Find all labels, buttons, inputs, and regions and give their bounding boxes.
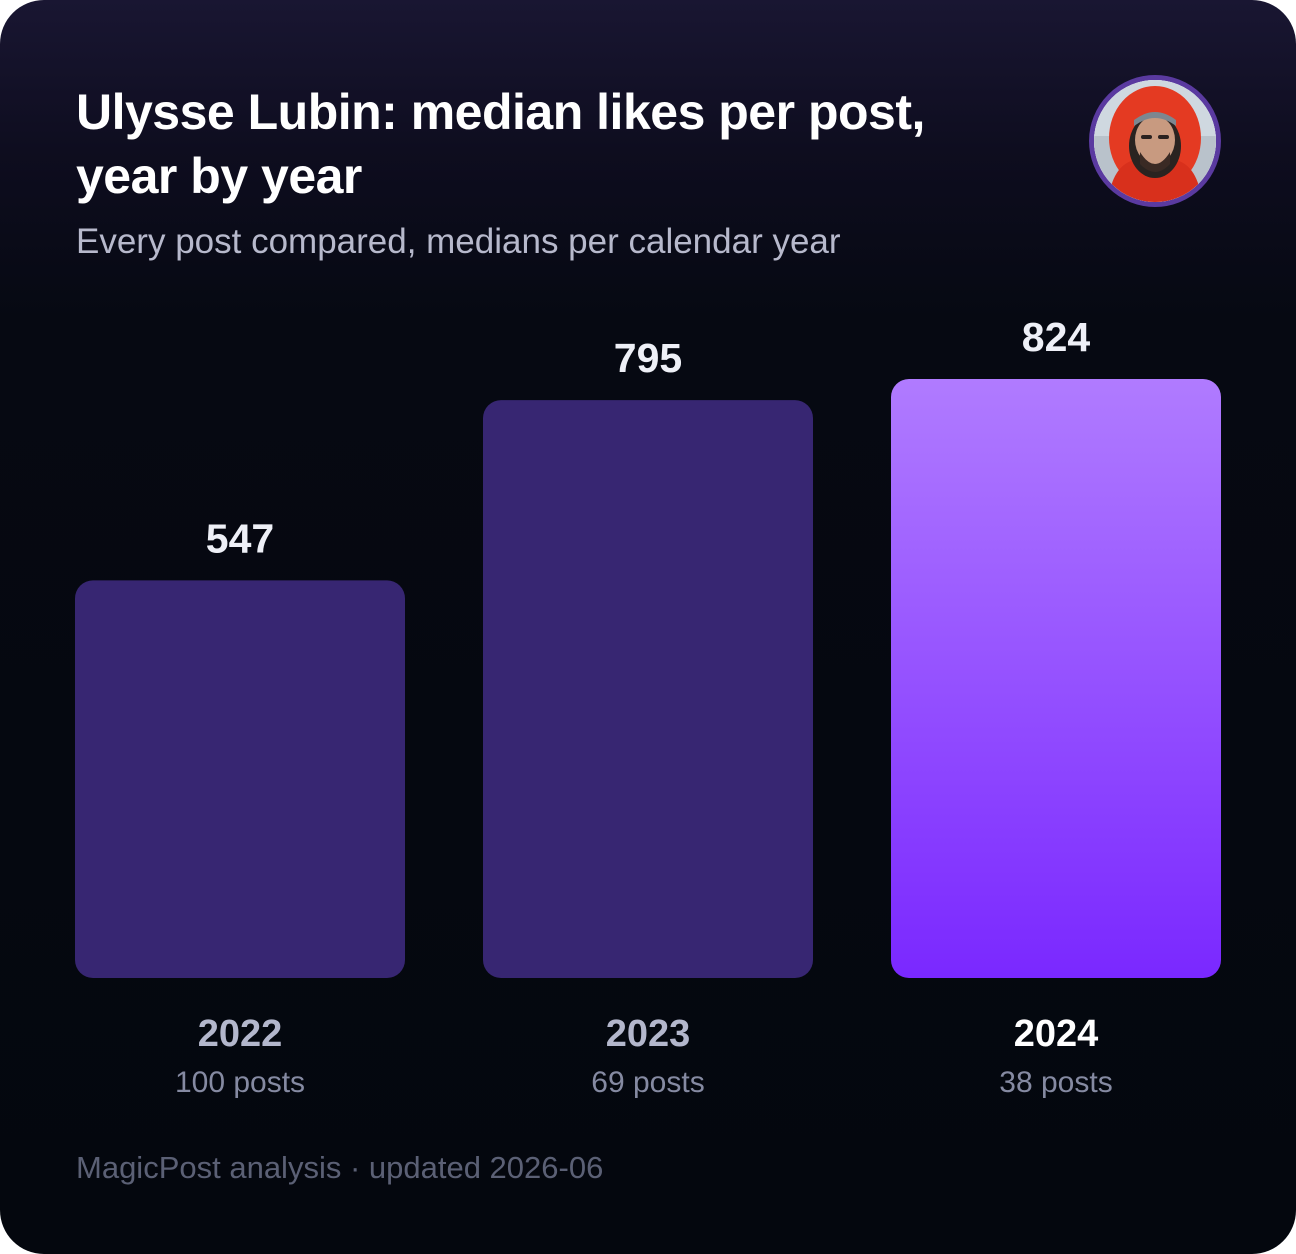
category-label-2023: 2023	[606, 1013, 691, 1055]
profile-photo-avatar-icon	[1094, 80, 1216, 202]
bar-2022	[75, 580, 405, 978]
post-count-2023: 69 posts	[591, 1066, 704, 1099]
post-count-2022: 100 posts	[175, 1066, 305, 1099]
bar-2024	[891, 379, 1221, 978]
value-label-2024: 824	[1022, 314, 1091, 360]
profile-avatar	[1089, 75, 1221, 207]
bar-2023	[483, 400, 813, 978]
post-count-2024: 38 posts	[999, 1066, 1112, 1099]
bars-layer: 547 2022 100 posts 795 2023 69 posts 824 2024 38…	[75, 314, 1221, 1099]
value-label-2022: 547	[206, 515, 274, 561]
footer-note: MagicPost analysis · updated 2026-06	[76, 1150, 604, 1185]
chart-title: Ulysse Lubin: median likes per post, yea…	[76, 84, 925, 204]
value-label-2023: 795	[614, 335, 682, 381]
category-label-2024: 2024	[1014, 1013, 1099, 1055]
category-label-2022: 2022	[198, 1013, 283, 1055]
chart-subtitle: Every post compared, medians per calenda…	[76, 222, 841, 261]
